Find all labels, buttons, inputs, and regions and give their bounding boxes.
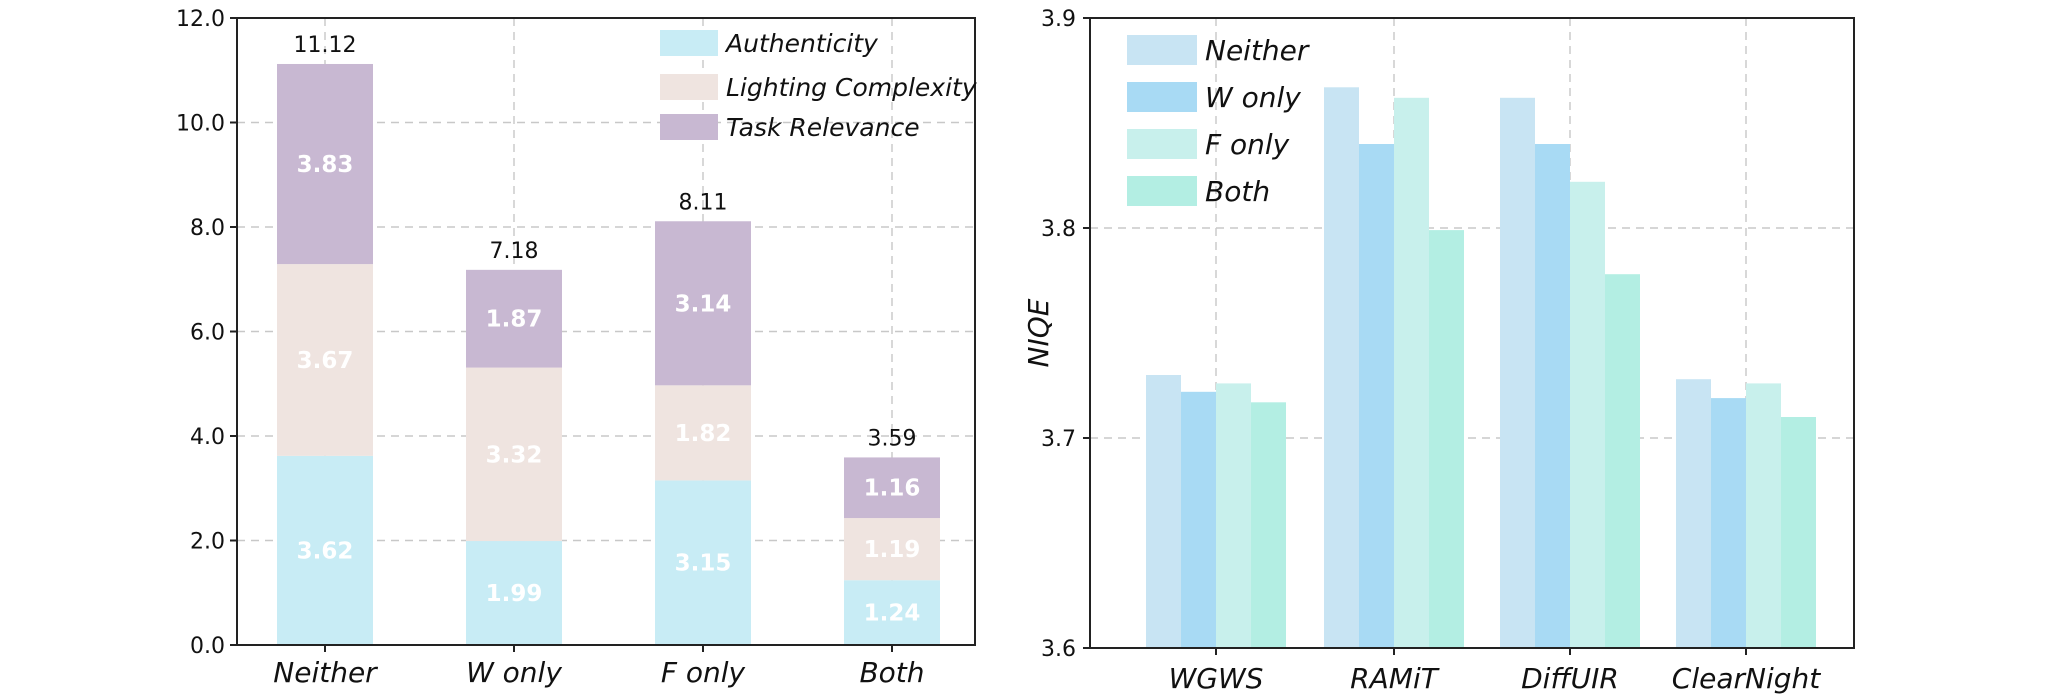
total-label: 7.18: [490, 239, 539, 264]
legend-swatch-lighting-complexity: [660, 74, 718, 100]
x-tick-label: WGWS: [1169, 662, 1264, 695]
legend-label: Task Relevance: [726, 113, 920, 142]
bar-neither-task-relevance: [277, 63, 373, 265]
x-tick-label: Both: [859, 656, 924, 689]
legend-swatch-neither: [1127, 35, 1197, 65]
y-tick-label: 3.9: [1041, 7, 1076, 32]
legend-label: F only: [1205, 128, 1290, 161]
legend-swatch-f-only: [1127, 129, 1197, 159]
bar-diffuir-f-only: [1570, 181, 1605, 649]
x-tick-label: ClearNight: [1672, 662, 1821, 695]
x-tick-label: F only: [661, 656, 746, 689]
y-tick-label: 12.0: [176, 7, 225, 32]
bar-w-only-authenticity: [466, 541, 562, 645]
segment-label: 1.19: [864, 537, 921, 563]
bar-f-only-task-relevance: [655, 221, 751, 386]
segment-label: 3.83: [297, 152, 354, 178]
bar-diffuir-both: [1605, 274, 1640, 648]
bar-diffuir-neither: [1500, 97, 1535, 649]
bar-w-only-lighting-complexity: [466, 367, 562, 542]
segment-label: 1.24: [864, 601, 921, 627]
bar-wgws-both: [1251, 402, 1286, 648]
x-tick-label: W only: [466, 656, 562, 689]
legend-swatch-authenticity: [660, 30, 718, 56]
segment-label: 3.15: [675, 551, 732, 577]
segment-label: 3.67: [297, 348, 354, 374]
segment-label: 1.82: [675, 421, 732, 447]
x-tick-label: Neither: [273, 656, 378, 689]
y-tick-label: 3.7: [1041, 427, 1076, 452]
plot-frame: [1089, 17, 1855, 649]
segment-label: 1.87: [486, 307, 543, 333]
left-stacked-bar-chart: 3.62 3.67 3.83 11.12 Neither 1.99 3.32 1.87 7.18…: [176, 7, 978, 689]
bar-clearnight-both: [1781, 417, 1816, 648]
bar-f-only-authenticity: [655, 480, 751, 645]
bar-wgws-w-only: [1181, 391, 1216, 648]
bar-clearnight-neither: [1676, 379, 1711, 648]
segment-label: 1.99: [486, 581, 543, 607]
bar-wgws-neither: [1146, 375, 1181, 648]
plot-frame: [236, 17, 976, 646]
bar-clearnight-f-only: [1746, 383, 1781, 648]
legend-swatch-both: [1127, 176, 1197, 206]
bar-f-only-lighting-complexity: [655, 385, 751, 481]
y-tick-label: 3.6: [1041, 637, 1076, 662]
total-label: 3.59: [868, 426, 917, 451]
legend-swatch-task-relevance: [660, 114, 718, 140]
bar-ramit-w-only: [1359, 144, 1394, 648]
y-tick-label: 4.0: [190, 425, 225, 450]
y-axis-label: NIQE: [1022, 298, 1055, 367]
legend-label: Lighting Complexity: [726, 73, 978, 102]
total-label: 8.11: [679, 190, 728, 215]
legend-label: W only: [1205, 81, 1301, 114]
total-label: 11.12: [294, 33, 357, 58]
segment-label: 3.14: [675, 291, 732, 317]
y-tick-label: 2.0: [190, 530, 225, 555]
bar-both-authenticity: [844, 580, 940, 645]
x-tick-label: DiffUIR: [1521, 662, 1619, 695]
x-tick-label: RAMiT: [1350, 662, 1440, 695]
bar-ramit-neither: [1324, 87, 1359, 649]
legend-swatch-w-only: [1127, 82, 1197, 112]
legend-label: Authenticity: [724, 29, 879, 58]
bar-both-lighting-complexity: [844, 518, 940, 581]
bar-neither-authenticity: [277, 455, 373, 645]
legend-label: Neither: [1205, 34, 1310, 67]
bar-neither-lighting-complexity: [277, 264, 373, 456]
y-tick-label: 10.0: [176, 112, 225, 137]
bar-both-task-relevance: [844, 457, 940, 519]
bar-diffuir-w-only: [1535, 144, 1570, 648]
bar-ramit-both: [1429, 230, 1464, 648]
bar-w-only-task-relevance: [466, 269, 562, 368]
y-tick-label: 0.0: [190, 634, 225, 659]
y-tick-label: 6.0: [190, 321, 225, 346]
segment-label: 1.16: [864, 476, 921, 502]
segment-label: 3.62: [297, 538, 354, 564]
right-grouped-bar-chart: WGWS RAMiT DiffUIR ClearNight 3.6 3.7 3.8 3.9 NI…: [1022, 7, 1855, 695]
legend-label: Both: [1205, 175, 1270, 208]
bar-wgws-f-only: [1216, 383, 1251, 648]
y-tick-label: 8.0: [190, 216, 225, 241]
bar-ramit-f-only: [1394, 97, 1429, 649]
y-tick-label: 3.8: [1041, 217, 1076, 242]
segment-label: 3.32: [486, 442, 543, 468]
bar-clearnight-w-only: [1711, 398, 1746, 648]
